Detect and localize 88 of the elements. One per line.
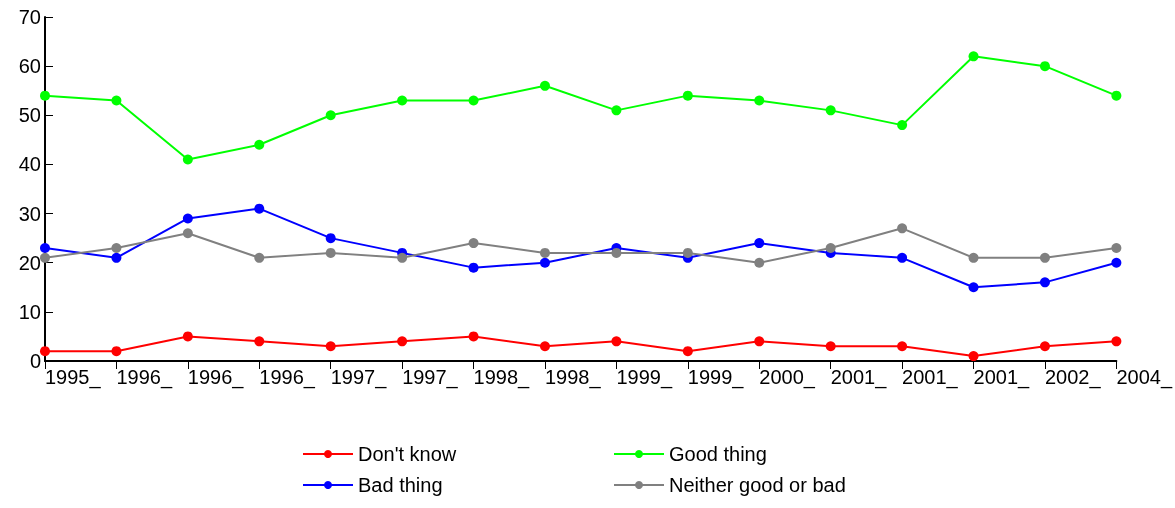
point <box>325 110 336 121</box>
x-tick-label: 2004_ <box>1116 366 1173 389</box>
point <box>111 346 122 357</box>
point <box>682 346 693 357</box>
point <box>111 242 122 253</box>
point <box>897 223 908 234</box>
point <box>468 262 479 273</box>
point <box>397 336 408 347</box>
point <box>754 95 765 106</box>
legend-label: Don't know <box>358 443 457 465</box>
y-tick-label: 30 <box>18 202 41 225</box>
point <box>611 247 622 258</box>
x-tick-label: 2001_ <box>830 366 888 389</box>
x-tick-label: 2000_ <box>759 366 816 389</box>
x-tick-label: 1997_ <box>330 366 388 389</box>
x-tick-label: 1998_ <box>544 366 602 389</box>
legend-label: Neither good or bad <box>669 474 846 496</box>
y-tick-label: 0 <box>29 350 41 372</box>
point <box>968 252 979 263</box>
x-tick-label: 2001_ <box>902 366 959 389</box>
point <box>1111 242 1122 253</box>
y-tick-label: 70 <box>18 6 41 28</box>
point <box>40 90 50 101</box>
point <box>111 95 122 106</box>
point <box>1039 61 1050 72</box>
point <box>539 257 550 268</box>
point <box>754 336 765 347</box>
point <box>968 51 979 62</box>
point <box>825 242 836 253</box>
y-tick-label: 10 <box>18 300 41 323</box>
point <box>254 252 265 263</box>
point <box>182 228 193 239</box>
point <box>397 95 408 106</box>
x-tick-label: 1997_ <box>402 366 459 389</box>
point <box>397 252 408 263</box>
point <box>539 341 550 352</box>
point <box>1111 336 1122 347</box>
point <box>468 95 479 106</box>
point <box>1111 257 1122 268</box>
point <box>897 341 908 352</box>
point <box>539 247 550 258</box>
point <box>754 238 765 249</box>
point <box>1039 341 1050 352</box>
point <box>40 252 50 263</box>
x-tick-label: 2002_ <box>1044 366 1102 389</box>
point <box>182 331 193 342</box>
point <box>897 120 908 131</box>
point <box>611 105 622 116</box>
y-tick-label: 40 <box>18 153 41 176</box>
point <box>40 242 50 253</box>
legend-label: Bad thing <box>358 474 443 496</box>
point <box>825 341 836 352</box>
point <box>539 80 550 91</box>
point <box>254 336 265 347</box>
x-tick-label: 1996_ <box>259 366 316 389</box>
point <box>111 252 122 263</box>
point <box>968 282 979 293</box>
point <box>468 238 479 249</box>
point <box>40 346 50 357</box>
point <box>897 252 908 263</box>
point <box>1039 277 1050 288</box>
x-tick-label: 1998_ <box>473 366 531 389</box>
x-tick-label: 1999_ <box>687 366 745 389</box>
point <box>754 257 765 268</box>
point <box>682 247 693 258</box>
point <box>325 233 336 244</box>
x-tick-label: 1999_ <box>616 366 673 389</box>
x-tick-label: 1995_ <box>45 366 102 389</box>
point <box>254 139 265 150</box>
point <box>682 90 693 101</box>
point <box>182 154 193 165</box>
point <box>182 213 193 224</box>
x-tick-label: 1996_ <box>116 366 173 389</box>
point <box>325 341 336 352</box>
point <box>1111 90 1122 101</box>
point <box>468 331 479 342</box>
point <box>1039 252 1050 263</box>
point <box>254 203 265 214</box>
x-tick-label: 2001_ <box>973 366 1031 389</box>
point <box>325 247 336 258</box>
point <box>825 105 836 116</box>
point <box>968 351 979 362</box>
y-tick-label: 20 <box>18 251 41 274</box>
point <box>611 336 622 347</box>
x-tick-label: 1996_ <box>187 366 245 389</box>
y-tick-label: 50 <box>18 104 41 127</box>
legend-label: Good thing <box>669 443 767 465</box>
y-tick-label: 60 <box>18 55 41 78</box>
